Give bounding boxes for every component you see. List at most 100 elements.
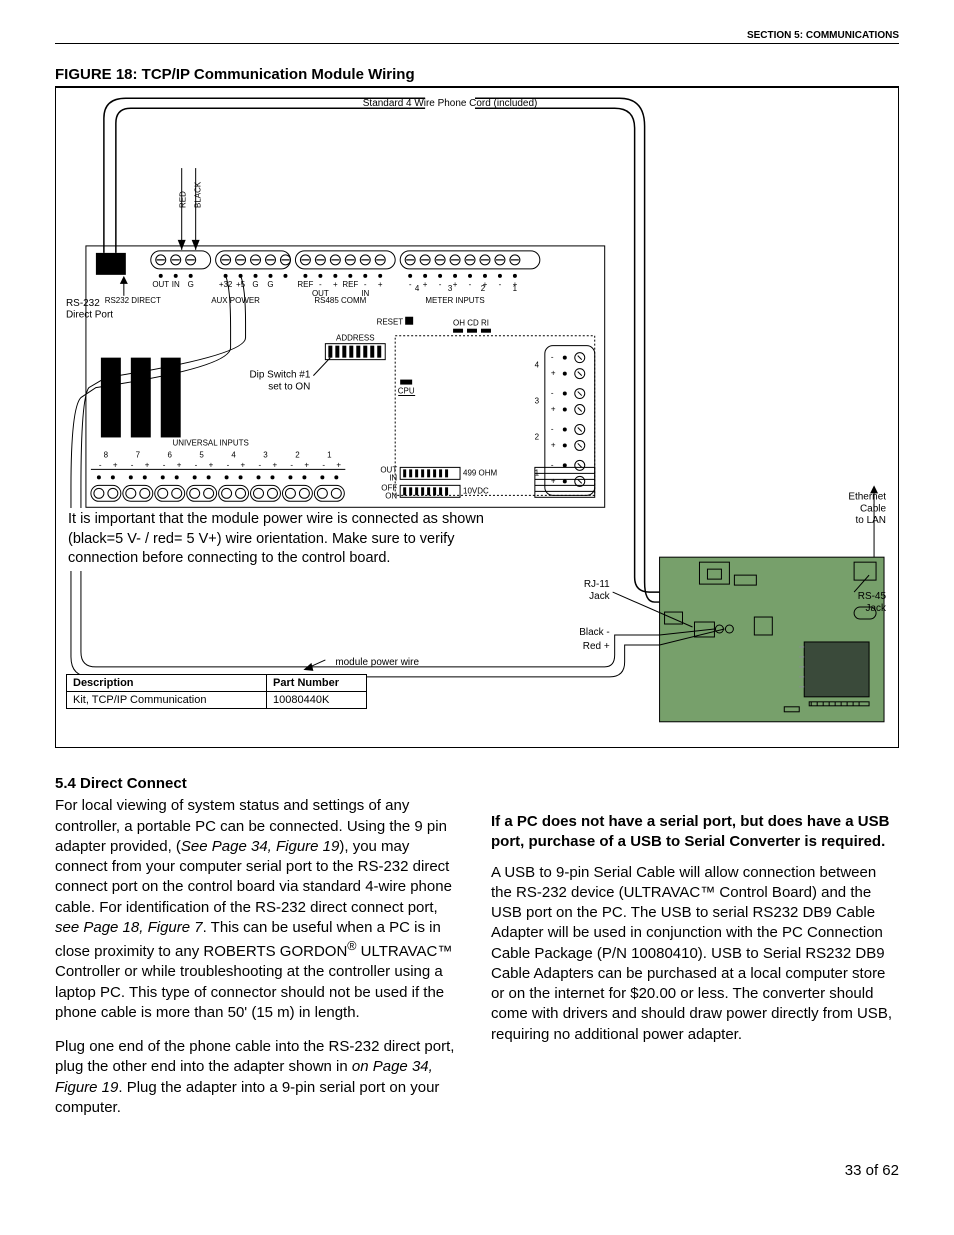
svg-text:Ethernet: Ethernet [848, 491, 886, 502]
svg-text:-: - [322, 460, 325, 469]
svg-text:RS232 DIRECT: RS232 DIRECT [105, 296, 161, 305]
svg-text:6: 6 [168, 450, 173, 459]
svg-text:2: 2 [295, 450, 300, 459]
svg-text:RS-45: RS-45 [858, 591, 887, 602]
svg-text:set to ON: set to ON [268, 382, 310, 393]
svg-text:-: - [99, 460, 102, 469]
svg-text:to LAN: to LAN [856, 515, 886, 526]
svg-text:RESET: RESET [377, 318, 404, 327]
svg-text:-: - [163, 460, 166, 469]
svg-text:IN: IN [172, 280, 180, 289]
svg-text:+5: +5 [236, 280, 246, 289]
svg-text:AUX POWER: AUX POWER [211, 296, 260, 305]
svg-text:2: 2 [535, 432, 540, 441]
svg-text:Standard 4 Wire Phone Cord (in: Standard 4 Wire Phone Cord (included) [363, 98, 538, 109]
svg-text:-: - [551, 424, 554, 433]
svg-text:+: + [145, 460, 150, 469]
svg-text:+: + [241, 460, 246, 469]
svg-text:+: + [551, 405, 556, 414]
svg-text:+: + [272, 460, 277, 469]
paragraph-1: For local viewing of system status and s… [55, 796, 463, 1023]
svg-text:G: G [252, 280, 258, 289]
note-line-1: It is important that the module power wi… [68, 511, 484, 527]
svg-text:OUT: OUT [152, 280, 169, 289]
svg-text:+: + [113, 460, 118, 469]
parts-table: Description Part Number Kit, TCP/IP Comm… [66, 674, 367, 709]
svg-text:Black -: Black - [579, 627, 609, 638]
svg-text:-: - [409, 280, 412, 289]
svg-text:UNIVERSAL INPUTS: UNIVERSAL INPUTS [172, 438, 248, 447]
svg-text:RED: RED [179, 191, 188, 208]
wiring-figure: Standard 4 Wire Phone Cord (included) RE… [55, 88, 899, 748]
svg-text:G: G [267, 280, 273, 289]
svg-text:+: + [453, 280, 458, 289]
svg-text:-: - [551, 460, 554, 469]
bold-paragraph: If a PC does not have a serial port, but… [491, 812, 899, 853]
svg-text:4: 4 [415, 284, 420, 293]
svg-text:+: + [551, 476, 556, 485]
figure-note: It is important that the module power wi… [66, 508, 606, 571]
header-section: SECTION 5: C [747, 30, 813, 41]
svg-text:-: - [439, 280, 442, 289]
svg-text:+: + [378, 280, 383, 289]
svg-text:4: 4 [535, 361, 540, 370]
svg-text:+32: +32 [219, 280, 233, 289]
svg-text:Cable: Cable [860, 503, 887, 514]
svg-text:-: - [319, 280, 322, 289]
svg-text:-: - [259, 460, 262, 469]
svg-text:Jack: Jack [866, 603, 887, 614]
left-column: 5.4 Direct Connect For local viewing of … [55, 774, 463, 1132]
svg-text:7: 7 [136, 450, 141, 459]
paragraph-2: Plug one end of the phone cable into the… [55, 1037, 463, 1118]
svg-text:+: + [423, 280, 428, 289]
svg-text:3: 3 [263, 450, 268, 459]
svg-text:Dip Switch #1: Dip Switch #1 [249, 370, 310, 381]
page-number: 33 of 62 [55, 1162, 899, 1179]
svg-text:1: 1 [535, 468, 540, 477]
svg-text:+: + [336, 460, 341, 469]
svg-text:-: - [290, 460, 293, 469]
svg-text:-: - [551, 353, 554, 362]
svg-text:REF: REF [297, 280, 313, 289]
figure-title: FIGURE 18: TCP/IP Communication Module W… [55, 66, 899, 88]
svg-text:+: + [551, 369, 556, 378]
svg-text:OH CD RI: OH CD RI [453, 319, 489, 328]
svg-text:Red +: Red + [583, 641, 610, 652]
svg-text:RS485 COMM: RS485 COMM [314, 296, 366, 305]
body-columns: 5.4 Direct Connect For local viewing of … [55, 774, 899, 1132]
svg-text:-: - [364, 280, 367, 289]
svg-text:+: + [177, 460, 182, 469]
svg-text:4: 4 [231, 450, 236, 459]
svg-text:+: + [304, 460, 309, 469]
svg-text:ADDRESS: ADDRESS [336, 334, 375, 343]
header-rest: OMMUNICATIONS [813, 30, 899, 41]
svg-text:Jack: Jack [589, 591, 610, 602]
svg-text:-: - [499, 280, 502, 289]
svg-text:+: + [209, 460, 214, 469]
parts-header-desc: Description [67, 675, 267, 692]
right-column: If a PC does not have a serial port, but… [491, 774, 899, 1132]
svg-text:RS-232: RS-232 [66, 298, 100, 309]
svg-text:+: + [333, 280, 338, 289]
svg-text:+: + [551, 440, 556, 449]
svg-text:+: + [483, 280, 488, 289]
svg-text:METER INPUTS: METER INPUTS [425, 296, 484, 305]
svg-text:-: - [131, 460, 134, 469]
note-line-2: (black=5 V- / red= 5 V+) wire orientatio… [68, 531, 454, 547]
section-heading: 5.4 Direct Connect [55, 774, 463, 794]
note-line-3: connection before connecting to the cont… [68, 550, 390, 566]
svg-text:499 OHM: 499 OHM [463, 468, 497, 477]
svg-text:+: + [513, 280, 518, 289]
svg-text:-: - [195, 460, 198, 469]
svg-text:-: - [227, 460, 230, 469]
svg-text:RJ-11: RJ-11 [584, 579, 610, 590]
svg-text:ON: ON [385, 491, 397, 500]
parts-pn: 10080440K [267, 692, 367, 709]
svg-text:10VDC: 10VDC [463, 486, 489, 495]
svg-text:G: G [188, 280, 194, 289]
svg-text:-: - [469, 280, 472, 289]
svg-text:REF: REF [342, 280, 358, 289]
svg-text:-: - [551, 389, 554, 398]
svg-text:8: 8 [104, 450, 109, 459]
svg-text:IN: IN [389, 473, 397, 482]
